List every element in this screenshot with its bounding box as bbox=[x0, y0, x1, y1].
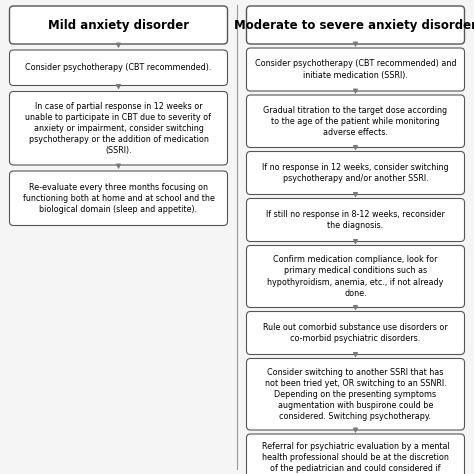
FancyBboxPatch shape bbox=[246, 199, 465, 241]
FancyBboxPatch shape bbox=[9, 50, 228, 85]
FancyBboxPatch shape bbox=[246, 6, 465, 44]
Text: Moderate to severe anxiety disorder: Moderate to severe anxiety disorder bbox=[234, 18, 474, 31]
Text: If no response in 12 weeks, consider switching
psychotherapy and/or another SSRI: If no response in 12 weeks, consider swi… bbox=[262, 163, 449, 183]
Text: Referral for psychiatric evaluation by a mental
health professional should be at: Referral for psychiatric evaluation by a… bbox=[262, 442, 449, 474]
FancyBboxPatch shape bbox=[246, 434, 465, 474]
FancyBboxPatch shape bbox=[246, 358, 465, 430]
FancyBboxPatch shape bbox=[246, 95, 465, 147]
Text: Gradual titration to the target dose according
to the age of the patient while m: Gradual titration to the target dose acc… bbox=[264, 106, 447, 137]
Text: In case of partial response in 12 weeks or
unable to participate in CBT due to s: In case of partial response in 12 weeks … bbox=[26, 101, 211, 155]
Text: Consider switching to another SSRI that has
not been tried yet, OR switching to : Consider switching to another SSRI that … bbox=[264, 367, 447, 421]
Text: If still no response in 8-12 weeks, reconsider
the diagnosis.: If still no response in 8-12 weeks, reco… bbox=[266, 210, 445, 230]
FancyBboxPatch shape bbox=[246, 246, 465, 308]
Text: Mild anxiety disorder: Mild anxiety disorder bbox=[48, 18, 189, 31]
Text: Consider psychotherapy (CBT recommended).: Consider psychotherapy (CBT recommended)… bbox=[25, 63, 212, 72]
FancyBboxPatch shape bbox=[246, 48, 465, 91]
FancyBboxPatch shape bbox=[9, 6, 228, 44]
Text: Re-evaluate every three months focusing on
functioning both at home and at schoo: Re-evaluate every three months focusing … bbox=[23, 182, 214, 214]
FancyBboxPatch shape bbox=[9, 91, 228, 165]
FancyBboxPatch shape bbox=[246, 152, 465, 194]
Text: Consider psychotherapy (CBT recommended) and
initiate medication (SSRI).: Consider psychotherapy (CBT recommended)… bbox=[255, 59, 456, 80]
Text: Rule out comorbid substance use disorders or
co-morbid psychiatric disorders.: Rule out comorbid substance use disorder… bbox=[263, 323, 448, 343]
Text: Confirm medication compliance, look for
primary medical conditions such as
hypot: Confirm medication compliance, look for … bbox=[267, 255, 444, 298]
FancyBboxPatch shape bbox=[246, 311, 465, 355]
FancyBboxPatch shape bbox=[9, 171, 228, 226]
